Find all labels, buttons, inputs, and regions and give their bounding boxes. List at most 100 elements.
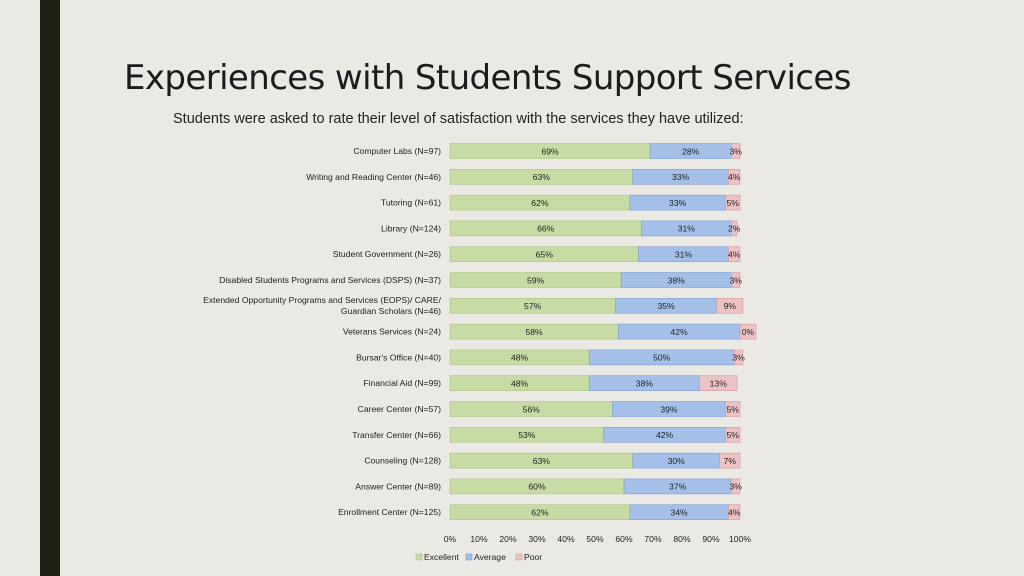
- category-label-line: Veterans Services (N=24): [343, 327, 441, 337]
- category-label-line: Writing and Reading Center (N=46): [306, 172, 441, 182]
- poor-bar: [730, 143, 741, 159]
- legend-label-poor: Poor: [524, 552, 542, 562]
- poor-data-label: 4%: [728, 172, 741, 182]
- category-label: Extended Opportunity Programs and Servic…: [203, 295, 441, 316]
- category-label-line: Student Government (N=26): [333, 249, 441, 259]
- poor-data-label: 5%: [727, 198, 740, 208]
- category-label: Transfer Center (N=66): [352, 430, 441, 440]
- x-tick-label: 100%: [729, 534, 751, 544]
- left-accent-bar: [40, 0, 60, 576]
- x-tick-label: 60%: [615, 534, 633, 544]
- category-label: Enrollment Center (N=125): [338, 507, 441, 517]
- category-label: Disabled Students Programs and Services …: [219, 275, 441, 285]
- x-tick-label: 90%: [702, 534, 720, 544]
- x-tick-label: 70%: [644, 534, 662, 544]
- average-data-label: 35%: [657, 301, 675, 311]
- excellent-data-label: 60%: [528, 482, 546, 492]
- legend-swatch-poor: [515, 553, 523, 561]
- poor-data-label: 7%: [724, 456, 737, 466]
- poor-data-label: 0%: [742, 327, 755, 337]
- excellent-data-label: 53%: [518, 430, 536, 440]
- average-data-label: 34%: [670, 508, 688, 518]
- poor-bar: [716, 297, 744, 314]
- average-data-label: 30%: [668, 456, 686, 466]
- category-label: Financial Aid (N=99): [363, 378, 441, 388]
- legend-swatch-excellent: [415, 553, 423, 561]
- x-tick-label: 10%: [470, 534, 488, 544]
- excellent-data-label: 56%: [523, 404, 541, 414]
- poor-bar: [725, 401, 741, 417]
- x-tick-label: 20%: [499, 534, 517, 544]
- category-label-line: Enrollment Center (N=125): [338, 507, 441, 517]
- excellent-data-label: 48%: [511, 379, 529, 389]
- poor-data-label: 3%: [729, 482, 742, 492]
- x-tick-label: 80%: [673, 534, 691, 544]
- category-label-line: Guardian Scholars (N=46): [341, 306, 441, 316]
- category-label: Counseling (N=128): [364, 456, 441, 466]
- poor-bar: [699, 375, 738, 392]
- category-label: Computer Labs (N=97): [353, 146, 441, 156]
- poor-bar: [719, 452, 741, 469]
- category-label: Library (N=124): [381, 223, 441, 233]
- poor-bar: [730, 478, 741, 495]
- average-data-label: 38%: [668, 275, 686, 285]
- poor-data-label: 3%: [732, 353, 745, 363]
- poor-data-label: 5%: [727, 430, 740, 440]
- category-label-line: Disabled Students Programs and Services …: [219, 275, 441, 285]
- poor-bar: [730, 220, 738, 237]
- poor-data-label: 3%: [729, 146, 742, 156]
- category-label: Student Government (N=26): [333, 249, 441, 259]
- poor-bar: [728, 504, 741, 521]
- excellent-data-label: 57%: [524, 301, 542, 311]
- excellent-data-label: 63%: [533, 456, 551, 466]
- category-label-line: Career Center (N=57): [358, 404, 441, 414]
- poor-bar: [725, 426, 741, 443]
- average-data-label: 31%: [675, 250, 693, 260]
- excellent-data-label: 48%: [511, 353, 529, 363]
- legend-label-excellent: Excellent: [424, 552, 459, 562]
- category-label-line: Computer Labs (N=97): [353, 146, 441, 156]
- average-data-label: 42%: [656, 430, 674, 440]
- page-title: Experiences with Students Support Servic…: [124, 58, 851, 98]
- category-label: Answer Center (N=89): [355, 481, 441, 491]
- excellent-data-label: 69%: [541, 146, 559, 156]
- category-label: Writing and Reading Center (N=46): [306, 172, 441, 182]
- poor-bar: [730, 272, 741, 288]
- average-data-label: 28%: [682, 146, 700, 156]
- category-label-line: Tutoring (N=61): [381, 198, 441, 208]
- average-data-label: 38%: [636, 379, 654, 389]
- x-tick-label: 50%: [586, 534, 604, 544]
- category-label-line: Transfer Center (N=66): [352, 430, 441, 440]
- poor-bar: [728, 246, 741, 262]
- page-subtitle: Students were asked to rate their level …: [173, 111, 744, 127]
- excellent-data-label: 58%: [525, 327, 543, 337]
- category-label-line: Answer Center (N=89): [355, 481, 441, 491]
- category-label-line: Extended Opportunity Programs and Servic…: [203, 295, 441, 305]
- average-data-label: 31%: [678, 224, 696, 234]
- category-label: Bursar's Office (N=40): [356, 352, 441, 362]
- poor-data-label: 9%: [724, 301, 737, 311]
- average-data-label: 39%: [660, 404, 678, 414]
- poor-bar: [728, 169, 741, 185]
- legend-label-average: Average: [474, 552, 506, 562]
- average-data-label: 37%: [669, 482, 687, 492]
- average-data-label: 33%: [669, 198, 687, 208]
- category-label: Career Center (N=57): [358, 404, 441, 414]
- category-label: Veterans Services (N=24): [343, 327, 441, 337]
- x-tick-label: 40%: [557, 534, 575, 544]
- excellent-data-label: 66%: [537, 224, 555, 234]
- poor-bar: [725, 194, 741, 211]
- excellent-data-label: 65%: [536, 250, 554, 260]
- excellent-data-label: 59%: [527, 275, 545, 285]
- poor-data-label: 4%: [728, 508, 741, 518]
- x-tick-label: 0%: [444, 534, 457, 544]
- category-label: Tutoring (N=61): [381, 198, 441, 208]
- poor-data-label: 5%: [727, 404, 740, 414]
- poor-bar: [733, 349, 744, 366]
- poor-data-label: 4%: [728, 250, 741, 260]
- excellent-data-label: 62%: [531, 508, 549, 518]
- excellent-data-label: 62%: [531, 198, 549, 208]
- average-data-label: 50%: [653, 353, 671, 363]
- poor-data-label: 3%: [729, 275, 742, 285]
